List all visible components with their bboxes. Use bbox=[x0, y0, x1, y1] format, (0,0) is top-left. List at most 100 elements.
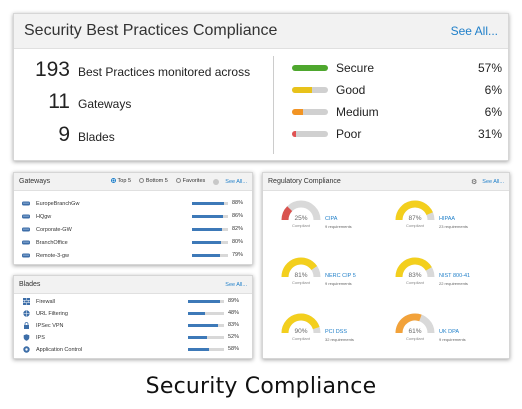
blade-row[interactable]: URL Filtering 48% bbox=[22, 309, 244, 318]
gear-icon[interactable]: ⚙ bbox=[471, 178, 478, 186]
see-all-link[interactable]: See All... bbox=[225, 178, 247, 185]
compliance-gauge[interactable]: 90% Compliant PCI DSS 32 requirements bbox=[281, 309, 361, 369]
compliance-gauge[interactable]: 25% Compliant CIPA 9 requirements bbox=[281, 196, 361, 256]
gateway-row[interactable]: Remote-3-gw 79% bbox=[22, 251, 244, 260]
blades-panel: Blades See All... Firewall 89% URL Filteri… bbox=[13, 275, 253, 359]
gauge-fill bbox=[395, 257, 432, 278]
blade-name: URL Filtering bbox=[36, 310, 68, 317]
gauge-chart bbox=[395, 200, 435, 221]
compliance-gauge[interactable]: 81% Compliant NERC CIP 5 9 requirements bbox=[281, 253, 361, 313]
compliance-gauge[interactable]: 61% Compliant UK DPA 9 requirements bbox=[395, 309, 475, 369]
gateway-icon bbox=[22, 227, 30, 233]
gateway-icon bbox=[22, 240, 30, 246]
blade-row[interactable]: Firewall 89% bbox=[22, 297, 244, 306]
gauge-fill bbox=[395, 313, 422, 334]
gauge-chart bbox=[281, 200, 321, 221]
requirements-count: 9 requirements bbox=[325, 281, 352, 286]
status-bar-fill bbox=[292, 131, 297, 137]
status-bar bbox=[292, 109, 328, 115]
see-all-link[interactable]: See All... bbox=[450, 24, 498, 38]
radio-label: Favorites bbox=[182, 177, 206, 184]
compliance-bar-fill bbox=[192, 228, 222, 231]
compliance-bar bbox=[192, 202, 228, 205]
compliance-gauge[interactable]: 83% Compliant NIST 800-41 22 requirements bbox=[395, 253, 475, 313]
status-label: Medium bbox=[336, 105, 379, 119]
radio-circle bbox=[138, 178, 144, 184]
blade-row[interactable]: Application Control 58% bbox=[22, 345, 244, 354]
panel-title: Regulatory Compliance bbox=[268, 178, 341, 185]
gateway-row[interactable]: BranchOffice 80% bbox=[22, 238, 244, 247]
best-practices-compliance-panel: Security Best Practices Compliance See A… bbox=[13, 13, 509, 161]
compliance-bar-fill bbox=[188, 348, 209, 351]
regulation-name[interactable]: PCI DSS bbox=[325, 329, 348, 335]
status-label: Poor bbox=[336, 127, 362, 141]
status-bar-fill bbox=[292, 87, 312, 93]
compliance-percent: 79% bbox=[232, 252, 244, 258]
radio-bottom-5[interactable]: Bottom 5 bbox=[138, 177, 168, 184]
gateway-row[interactable]: EuropeBranchGw 88% bbox=[22, 199, 244, 208]
panel-title: Security Best Practices Compliance bbox=[24, 22, 278, 39]
requirements-count: 23 requirements bbox=[439, 224, 468, 229]
filter-options: Top 5 Bottom 5 Favorites bbox=[105, 177, 206, 186]
compliance-bar bbox=[188, 324, 224, 327]
stat-label: Blades bbox=[78, 130, 115, 144]
requirements-count: 9 requirements bbox=[439, 337, 466, 342]
status-bar bbox=[292, 65, 328, 71]
compliance-bar-fill bbox=[188, 300, 221, 303]
compliance-percent: 48% bbox=[228, 310, 240, 316]
status-bar-fill bbox=[292, 109, 303, 115]
blade-name: Application Control bbox=[36, 346, 83, 353]
see-all-link[interactable]: See All... bbox=[225, 281, 247, 288]
stat-value: 193 bbox=[34, 58, 70, 81]
regulation-name[interactable]: NIST 800-41 bbox=[439, 273, 471, 279]
gauge-compliant-label: Compliant bbox=[405, 336, 424, 341]
panel-header: Security Best Practices Compliance See A… bbox=[14, 14, 508, 49]
compliance-bar-fill bbox=[188, 336, 207, 339]
gateway-row[interactable]: HQgw 86% bbox=[22, 212, 244, 221]
panel-header: Blades See All... bbox=[14, 276, 252, 294]
settings-icon[interactable] bbox=[213, 178, 220, 185]
stat-best-practices: 193 Best Practices monitored across bbox=[14, 58, 250, 82]
regulation-name[interactable]: CIPA bbox=[325, 216, 338, 222]
compliance-bar-fill bbox=[188, 324, 218, 327]
compliance-percent: 82% bbox=[232, 226, 244, 232]
compliance-gauge[interactable]: 87% Compliant HIPAA 23 requirements bbox=[395, 196, 475, 256]
radio-label: Top 5 bbox=[117, 177, 132, 184]
blade-name: IPS bbox=[36, 334, 45, 341]
regulation-name[interactable]: HIPAA bbox=[439, 216, 456, 222]
see-all-link[interactable]: See All... bbox=[482, 178, 504, 185]
requirements-count: 22 requirements bbox=[439, 281, 468, 286]
radio-circle bbox=[175, 178, 181, 184]
radio-favorites[interactable]: Favorites bbox=[175, 177, 206, 184]
radio-top-5[interactable]: Top 5 bbox=[110, 177, 132, 184]
compliance-bar bbox=[188, 312, 224, 315]
gateway-name: BranchOffice bbox=[36, 239, 68, 246]
stat-value: 9 bbox=[58, 123, 70, 146]
status-percent: 57% bbox=[477, 61, 502, 75]
gauge-percent: 61% bbox=[408, 328, 422, 335]
blade-row[interactable]: IPSec VPN 83% bbox=[22, 321, 244, 330]
gauge-fill bbox=[395, 200, 433, 221]
panel-header: Gateways Top 5 Bottom 5 Favorites See Al… bbox=[14, 173, 252, 191]
shield-icon bbox=[22, 334, 30, 341]
gateway-name: Remote-3-gw bbox=[36, 252, 70, 259]
status-label: Secure bbox=[336, 61, 375, 75]
gateway-icon bbox=[22, 253, 30, 259]
compliance-percent: 83% bbox=[228, 322, 240, 328]
blade-row[interactable]: IPS 52% bbox=[22, 333, 244, 342]
gateway-row[interactable]: Corporate-GW 82% bbox=[22, 225, 244, 234]
gateway-icon bbox=[22, 214, 30, 220]
compliance-bar-fill bbox=[188, 312, 206, 315]
gauge-percent: 81% bbox=[294, 272, 308, 279]
stat-label: Gateways bbox=[78, 97, 132, 111]
status-percent: 31% bbox=[477, 127, 502, 141]
requirements-count: 32 requirements bbox=[325, 337, 354, 342]
firewall-icon bbox=[22, 298, 30, 305]
blade-name: Firewall bbox=[36, 298, 55, 305]
regulation-name[interactable]: NERC CIP 5 bbox=[325, 273, 356, 279]
gauge-percent: 90% bbox=[294, 328, 308, 335]
stat-value: 11 bbox=[48, 90, 70, 113]
compliance-percent: 86% bbox=[232, 213, 244, 219]
radio-label: Bottom 5 bbox=[145, 177, 168, 184]
regulation-name[interactable]: UK DPA bbox=[439, 329, 460, 335]
